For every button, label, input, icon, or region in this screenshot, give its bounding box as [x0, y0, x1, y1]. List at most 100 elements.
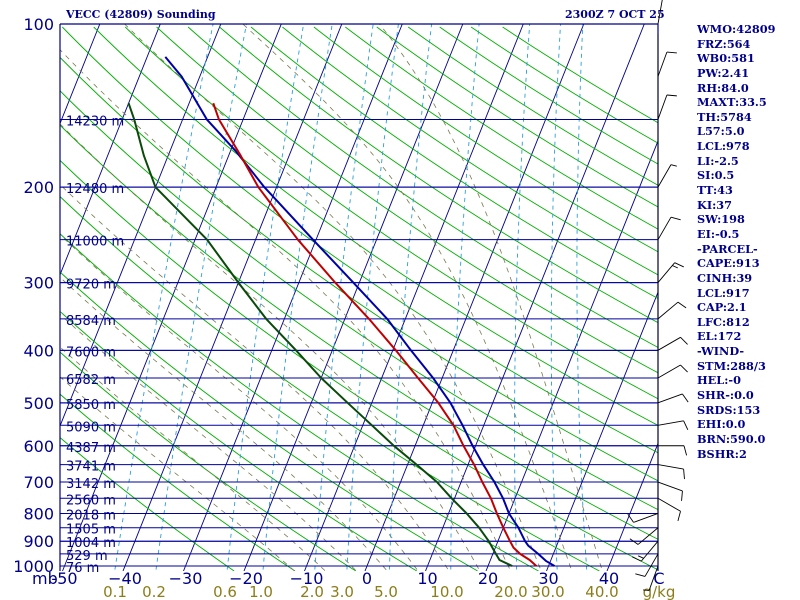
index-item: CINH:39	[697, 270, 753, 285]
mixing-ratio-line	[576, 24, 588, 571]
wind-barb-flag	[680, 364, 688, 373]
mixing-ratio-line	[388, 24, 433, 571]
wind-barb-shaft	[657, 0, 663, 25]
temperature-tick-label: 10	[417, 569, 437, 588]
temperature-tick-label: 40	[599, 569, 619, 588]
moist-adiabat-line	[124, 24, 542, 571]
height-label: 12480 m	[66, 182, 124, 197]
height-label: 3142 m	[66, 477, 116, 492]
index-item: L57:5.0	[697, 124, 745, 139]
dry-adiabat-line	[345, 26, 658, 230]
dry-adiabat-line	[60, 90, 658, 511]
isotherm-line	[243, 24, 464, 571]
dry-adiabat-line	[219, 26, 658, 324]
wind-barb-shaft	[657, 364, 681, 379]
index-item: EI:-0.5	[697, 226, 740, 241]
index-item: HEL:-0	[697, 373, 741, 388]
mixing-ratio-line	[155, 24, 247, 571]
temperature-tick-label: −40	[108, 569, 142, 588]
plot-area	[60, 24, 658, 571]
mixing-ratio-tick-label: 20.0	[494, 583, 527, 600]
index-item: CAP:2.1	[697, 300, 747, 315]
moist-adiabat-line	[60, 313, 357, 571]
index-item: PW:2.41	[697, 65, 750, 80]
wind-barb-shaft	[648, 565, 659, 591]
pressure-tick-label: 800	[23, 504, 54, 523]
temperature-trace-line	[212, 102, 538, 567]
index-item: SRDS:153	[697, 402, 761, 417]
index-item: RH:84.0	[697, 80, 749, 95]
wind-barb-shaft	[657, 94, 668, 120]
mixing-ratio-line	[314, 24, 374, 571]
dry-adiabat-line	[439, 26, 658, 165]
index-item: -WIND-	[697, 344, 745, 359]
mixing-ratio-tick-label: 40.0	[585, 583, 618, 600]
index-item: SI:0.5	[697, 168, 735, 183]
wind-barb-flag	[682, 393, 689, 403]
isotherm-line	[60, 24, 101, 125]
moist-adiabat-line	[60, 183, 450, 571]
mixing-ratio-tick-label: 0.1	[103, 583, 127, 600]
dry-adiabat-line	[250, 26, 658, 300]
index-item: -PARCEL-	[697, 241, 758, 256]
dry-adiabat-line	[60, 393, 296, 571]
wind-barb-flag	[666, 94, 677, 97]
height-label: 11000 m	[66, 235, 124, 250]
moist-adiabat-line	[60, 346, 326, 571]
temperature-tick-label: -50	[51, 569, 77, 588]
temperature-tick-label: 20	[478, 569, 498, 588]
index-item: SW:198	[697, 212, 745, 227]
dry-adiabat-line	[60, 310, 418, 571]
wind-barb-shaft	[657, 393, 683, 404]
wind-barb-flag	[672, 265, 679, 269]
wind-barb-flag	[670, 164, 677, 167]
height-label: 5090 m	[66, 420, 116, 435]
mixing-ratio-tick-label: 1.0	[249, 583, 273, 600]
wind-barb-flag	[683, 420, 689, 431]
wind-barb-shaft	[657, 481, 683, 492]
moist-adiabat-line	[60, 234, 419, 571]
isotherm-line	[364, 24, 585, 571]
index-item: CAPE:913	[697, 256, 760, 271]
mixing-ratio-line	[450, 24, 480, 571]
wind-barb-flag	[677, 301, 687, 309]
dry-adiabat-line	[470, 26, 658, 144]
mixing-ratio-line	[346, 24, 399, 571]
wind-barb-shaft	[637, 527, 659, 545]
dry-adiabat-line	[313, 26, 658, 253]
mixing-ratio-tick-label: 3.0	[330, 583, 354, 600]
height-label: 14230 m	[66, 114, 124, 129]
wind-barb-shaft	[657, 497, 681, 512]
wind-barb-flag	[683, 445, 688, 456]
index-item: EL:172	[697, 329, 742, 344]
index-item: WB0:581	[697, 51, 755, 66]
index-item: BSHR:2	[697, 446, 747, 461]
index-item: LI:-2.5	[697, 153, 739, 168]
pressure-tick-label: 200	[23, 178, 54, 197]
index-item: LCL:978	[697, 139, 750, 154]
moist-adiabat-line	[60, 123, 481, 571]
station-title: VECC (42809) Sounding	[66, 8, 216, 21]
pressure-tick-label: 400	[23, 341, 54, 360]
wind-barb-shaft	[657, 51, 668, 77]
wind-barb-flag	[681, 490, 683, 501]
pressure-tick-label: 900	[23, 532, 54, 551]
dry-adiabat-line	[282, 26, 658, 276]
dry-adiabat-line	[60, 271, 478, 571]
height-label: 6582 m	[66, 373, 116, 388]
height-label: 8584 m	[66, 314, 116, 329]
moist-adiabat-line	[60, 276, 388, 571]
isotherm-line	[606, 442, 658, 571]
dry-adiabat-line	[187, 26, 658, 348]
isotherm-line	[122, 24, 343, 571]
isotherm-line	[304, 24, 524, 571]
temperature-tick-label: 30	[538, 569, 558, 588]
index-item: FRZ:564	[697, 36, 751, 51]
mixing-ratio-unit-label: g/kg	[643, 583, 676, 600]
pressure-tick-label: 300	[23, 274, 54, 293]
temperature-tick-label: 0	[362, 569, 372, 588]
parcel-trace-line	[164, 56, 556, 567]
height-label: 3741 m	[66, 460, 116, 475]
mixing-ratio-line	[550, 24, 561, 571]
height-label: 1004 m	[66, 536, 116, 551]
